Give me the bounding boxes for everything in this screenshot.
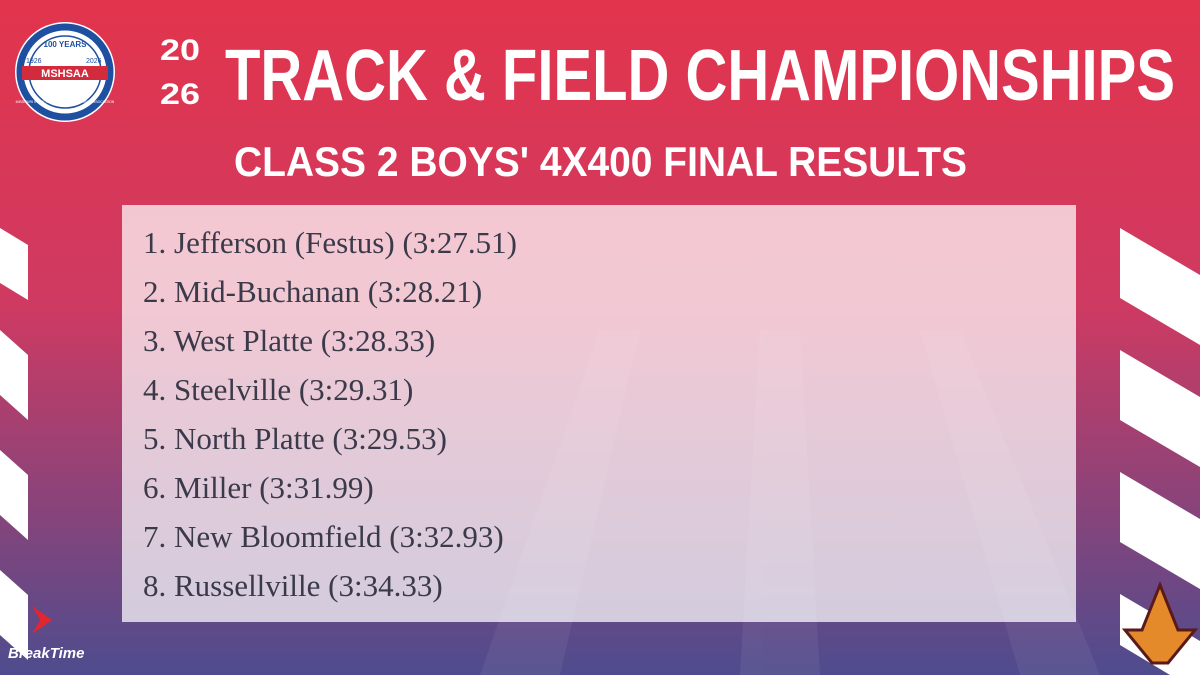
logo-name: MSHSAA [41,68,89,80]
result-line: 2. Mid-Buchanan (3:28.21) [143,274,482,309]
year-top: 20 [160,34,200,67]
result-line: 8. Russellville (3:34.33) [143,568,443,603]
sponsor-icon [32,606,52,634]
team-logo [1121,580,1199,665]
sponsor-name: BreakTime [8,645,84,662]
year-bottom: 26 [160,78,200,111]
logo-year-right: 2026 [86,58,102,65]
logo-year-left: 1926 [26,58,42,65]
result-line: 7. New Bloomfield (3:32.93) [143,519,504,554]
sponsor: BreakTime [8,606,84,662]
title: TRACK & FIELD CHAMPIONSHIPS [225,36,1175,116]
left-stripes [0,228,28,660]
logo-ring-text: MISSOURI STATE HIGH SCHOOL ACTIVITIES AS… [16,100,115,104]
result-line: 4. Steelville (3:29.31) [143,372,413,407]
logo-banner [22,66,108,80]
logo-top: 100 YEARS [44,40,88,49]
result-line: 5. North Platte (3:29.53) [143,421,447,456]
team-logo-v [1121,580,1199,665]
subtitle: CLASS 2 BOYS' 4X400 FINAL RESULTS [234,138,967,185]
result-line: 1. Jefferson (Festus) (3:27.51) [143,225,517,260]
logo: 100 YEARS MSHSAA 1926 2026 MISSOURI STAT… [15,22,115,122]
results-list: 1. Jefferson (Festus) (3:27.51) 2. Mid-Bu… [143,225,517,603]
result-line: 3. West Platte (3:28.33) [143,323,435,358]
logo-ring-band [16,23,114,121]
results-panel [122,205,1076,622]
result-line: 6. Miller (3:31.99) [143,470,374,505]
